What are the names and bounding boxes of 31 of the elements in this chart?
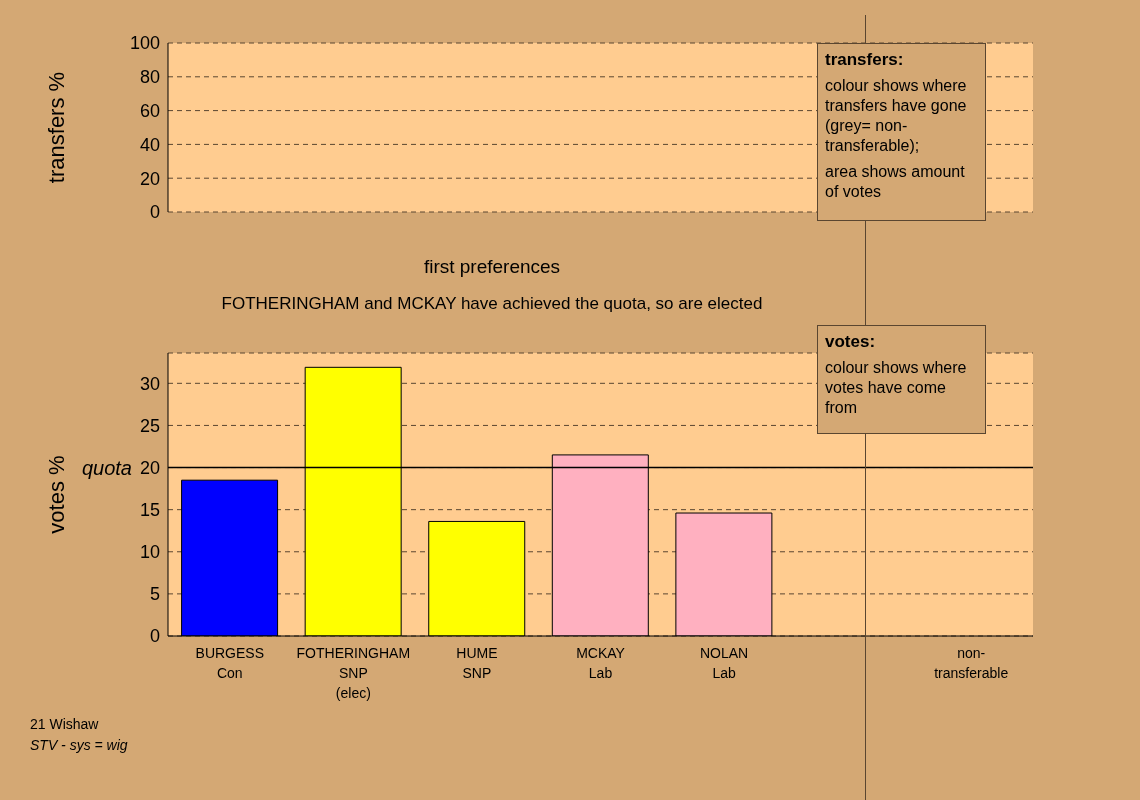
y-tick-label: 20 <box>139 457 160 478</box>
ref-line-label: quota <box>81 456 132 479</box>
y-tick-label: 20 <box>139 168 160 189</box>
y-tick-label: 10 <box>139 542 160 563</box>
chart-title: first preferences <box>422 256 562 278</box>
annotation: area shows amount of votes <box>825 162 966 202</box>
y-tick-label: 100 <box>129 33 160 54</box>
x-tick-label: MCKAY Lab <box>576 645 626 681</box>
x-tick-label: FOTHERINGHAM SNP (elec) <box>296 645 411 701</box>
text: 21 Wishaw <box>30 716 99 732</box>
y-tick-label: 80 <box>139 67 160 88</box>
y-axis-title: votes % <box>43 455 69 534</box>
y-tick-label: 25 <box>139 415 160 436</box>
x-tick-label: BURGESS Con <box>195 645 265 681</box>
y-tick-label: 5 <box>149 584 160 605</box>
annotation: transfers: <box>825 50 905 70</box>
chart-subtitle: FOTHERINGHAM and MCKAY have achieved the quota, so are elected <box>220 294 764 314</box>
x-tick-label: non- transferable <box>934 645 1009 681</box>
annotation: colour shows where transfers have gone (grey= non-transferable); <box>825 76 968 156</box>
text: STV - sys = wig <box>30 737 128 753</box>
annotation: colour shows where votes have come from <box>825 358 968 418</box>
y-tick-label: 60 <box>139 100 160 121</box>
y-axis-title: transfers % <box>43 71 69 184</box>
y-tick-label: 40 <box>139 134 160 155</box>
x-tick-label: NOLAN Lab <box>699 645 749 681</box>
y-tick-label: 0 <box>149 626 160 647</box>
y-tick-label: 15 <box>139 500 160 521</box>
text: votes: <box>825 332 877 352</box>
y-tick-label: 0 <box>149 202 160 223</box>
x-tick-label: HUME SNP <box>456 645 498 681</box>
y-tick-label: 30 <box>139 373 160 394</box>
